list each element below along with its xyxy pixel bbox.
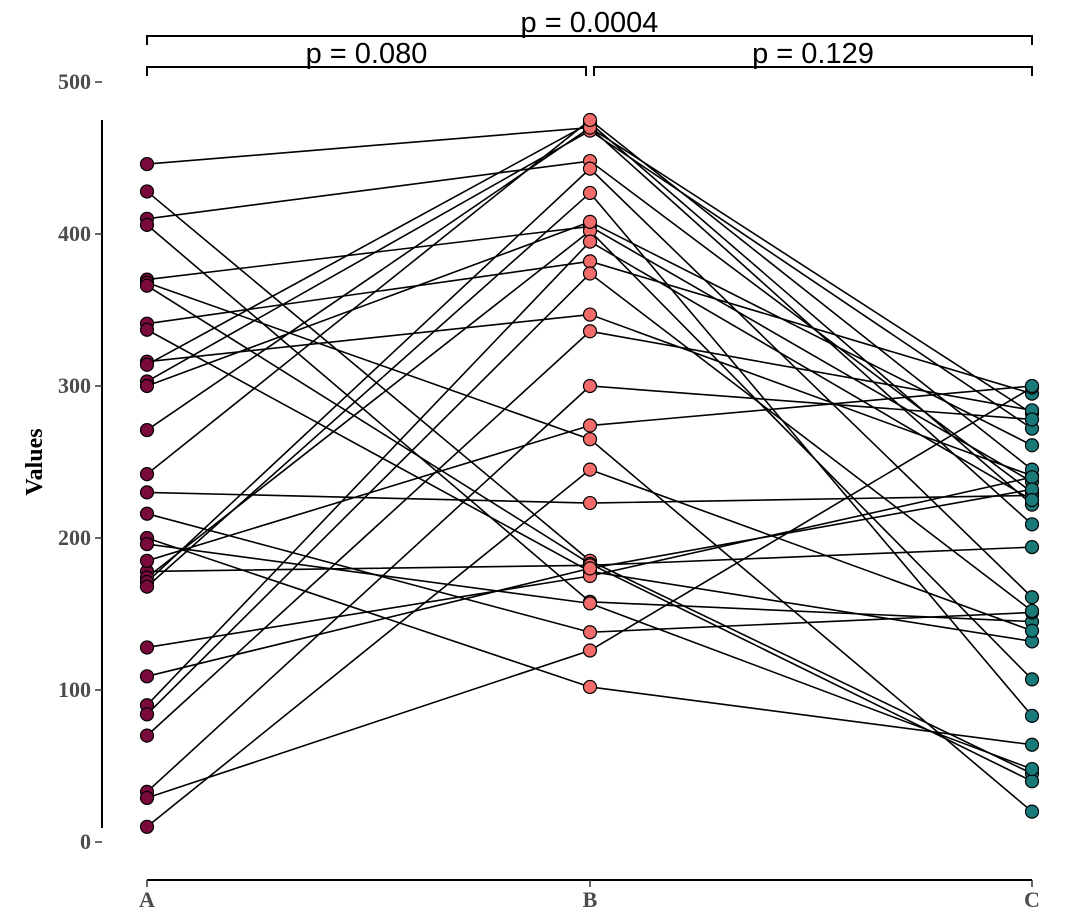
data-point-b xyxy=(582,378,598,394)
data-point-c xyxy=(1024,804,1040,819)
data-point-b xyxy=(582,254,598,269)
data-point-a xyxy=(139,640,155,655)
y-tick-label: 300 xyxy=(58,373,91,398)
data-point-a xyxy=(139,707,155,722)
data-point-c xyxy=(1024,378,1040,394)
data-point-b xyxy=(582,462,598,477)
x-ticks: A B C xyxy=(139,880,1040,912)
x-tick-label: C xyxy=(1024,887,1040,912)
data-point-a xyxy=(139,422,155,438)
data-point-c xyxy=(1024,470,1040,485)
data-point-c xyxy=(1024,672,1040,687)
data-point-b xyxy=(582,324,598,339)
data-point-c xyxy=(1024,623,1040,638)
p-value-label: p = 0.129 xyxy=(752,38,874,70)
x-tick-label: A xyxy=(139,887,155,912)
pair-line xyxy=(146,329,1033,643)
data-point-b xyxy=(582,561,598,576)
data-point-a xyxy=(139,357,155,372)
data-point-c xyxy=(1024,603,1040,619)
data-point-b xyxy=(582,596,598,611)
significance-brackets: p = 0.080 p = 0.129 p = 0.0004 xyxy=(146,7,1033,76)
data-point-b xyxy=(582,643,598,658)
data-points xyxy=(139,112,1040,834)
data-point-a xyxy=(139,579,155,594)
data-point-c xyxy=(1024,708,1040,723)
data-point-a xyxy=(139,553,155,568)
y-tick-label: 0 xyxy=(80,829,91,854)
pair-line xyxy=(146,385,1033,793)
significance-bracket xyxy=(146,66,587,76)
data-point-c xyxy=(1024,540,1040,555)
data-point-a xyxy=(139,819,155,834)
data-point-b xyxy=(582,185,598,201)
y-tick-label: 400 xyxy=(58,221,91,246)
significance-bracket xyxy=(593,66,1033,76)
data-point-a xyxy=(139,506,155,521)
y-axis-title: Values xyxy=(22,428,48,495)
data-point-c xyxy=(1024,492,1040,508)
data-point-a xyxy=(139,278,155,293)
data-point-b xyxy=(582,266,598,281)
data-point-c xyxy=(1024,438,1040,453)
p-value-label: p = 0.080 xyxy=(306,38,428,70)
data-point-a xyxy=(139,467,155,482)
pair-line xyxy=(146,229,1033,680)
data-point-c xyxy=(1024,412,1040,427)
data-point-a xyxy=(139,728,155,743)
data-point-a xyxy=(139,485,155,500)
data-point-b xyxy=(582,161,598,176)
data-point-c xyxy=(1024,517,1040,532)
x-tick-label: B xyxy=(583,887,598,912)
data-point-c xyxy=(1024,774,1040,789)
data-point-a xyxy=(139,536,155,552)
data-point-b xyxy=(582,418,598,433)
data-point-b xyxy=(582,495,598,511)
data-point-b xyxy=(582,234,598,249)
data-point-a xyxy=(139,790,155,806)
significance-bracket xyxy=(146,35,1033,45)
data-point-b xyxy=(582,214,598,229)
data-point-b xyxy=(582,432,598,447)
data-point-a xyxy=(139,669,155,684)
y-tick-label: 200 xyxy=(58,525,91,550)
pair-line xyxy=(146,281,1033,813)
data-point-c xyxy=(1024,761,1040,777)
y-tick-label: 500 xyxy=(58,69,91,94)
data-point-c xyxy=(1024,737,1040,752)
pair-line xyxy=(146,285,1033,782)
data-point-b xyxy=(582,112,598,128)
data-point-a xyxy=(139,156,155,172)
p-value-label: p = 0.0004 xyxy=(521,7,659,39)
data-point-a xyxy=(139,322,155,337)
data-point-b xyxy=(582,307,598,322)
y-tick-label: 100 xyxy=(58,677,91,702)
data-point-a xyxy=(139,184,155,199)
data-point-b xyxy=(582,679,598,695)
y-ticks: 0 100 200 300 400 500 xyxy=(58,69,102,854)
data-point-a xyxy=(139,378,155,394)
data-point-b xyxy=(582,625,598,640)
data-point-c xyxy=(1024,590,1040,605)
pair-line xyxy=(146,386,1033,799)
data-point-a xyxy=(139,217,155,232)
